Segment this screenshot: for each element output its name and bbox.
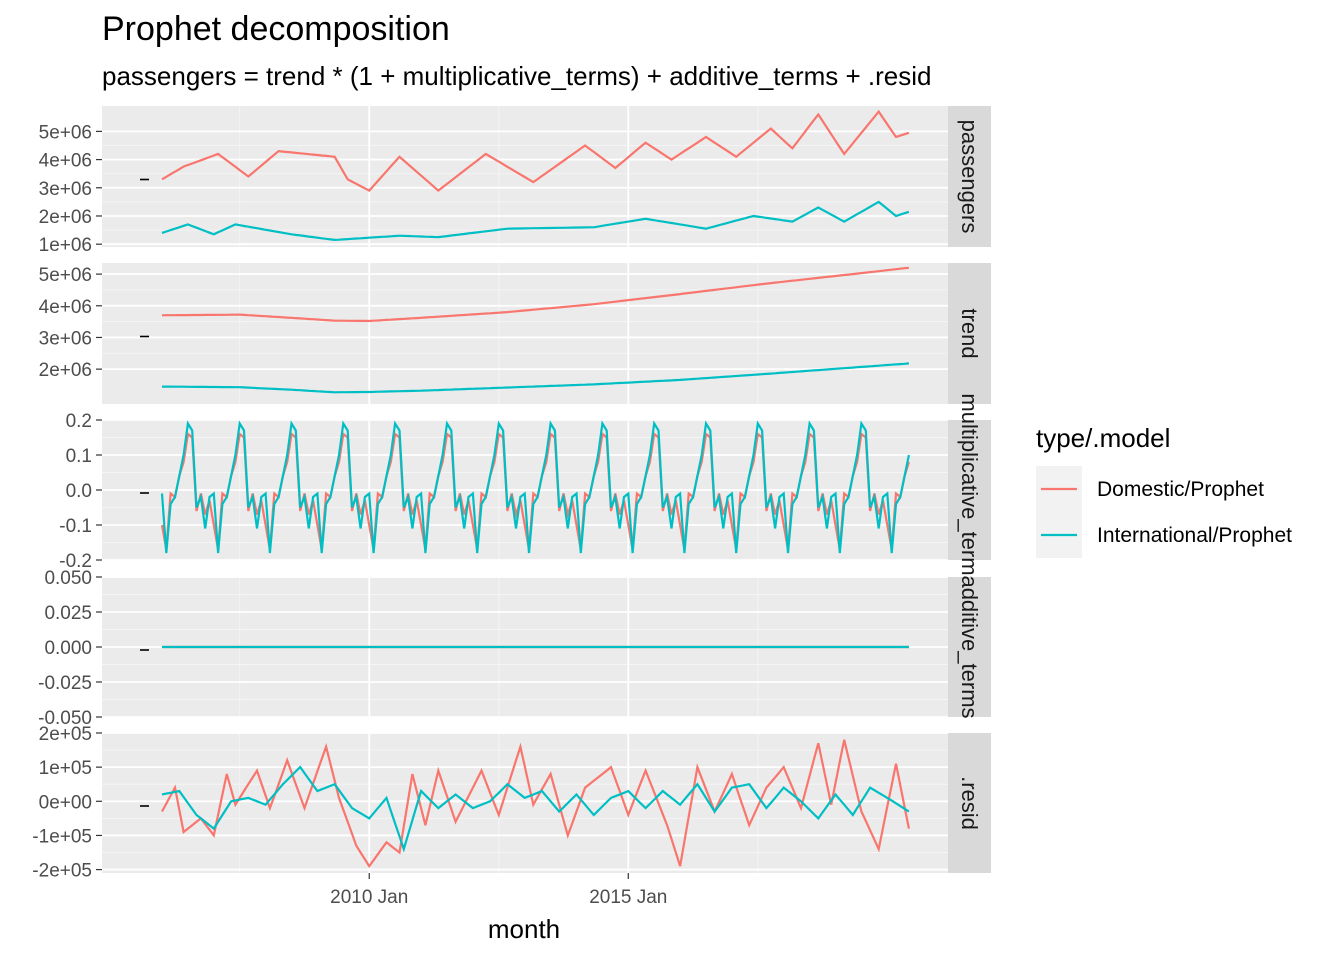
legend: type/.model Domestic/Prophet Internationa… (1036, 423, 1292, 558)
strip-background (948, 733, 991, 873)
y-tick-label: -1e+05 (32, 826, 92, 847)
y-tick-label: -0.050 (38, 708, 92, 729)
y-tick-label: 4e+06 (39, 151, 92, 172)
series-line-international (161, 200, 910, 242)
y-tick-label: 0.0 (66, 481, 92, 502)
y-tick-label: 0.050 (44, 568, 92, 589)
panel-background (102, 733, 948, 873)
legend-label: International/Prophet (1097, 524, 1292, 547)
strip-label: passengers (957, 120, 982, 234)
y-tick-label: -2e+05 (32, 861, 92, 882)
panel-background (102, 263, 948, 404)
x-tick-label: 2010 Jan (330, 887, 408, 908)
y-tick-label: 3e+06 (39, 179, 92, 200)
chart-subtitle: passengers = trend * (1 + multiplicative… (102, 61, 932, 91)
strip-background (948, 263, 991, 404)
y-tick-label: 0.1 (66, 446, 92, 467)
facet-panels: 1e+06 2e+06 3e+06 4e+06 5e+06 passengers 2e+06… (32, 106, 991, 882)
legend-label: Domestic/Prophet (1097, 478, 1264, 501)
y-tick-label: -0.1 (59, 516, 92, 537)
x-axis: 2010 Jan 2015 Jan (330, 873, 667, 908)
series-line-domestic (161, 266, 910, 323)
y-tick-label: 2e+05 (39, 724, 92, 745)
strip-background (948, 577, 991, 717)
y-tick-label: 4e+06 (39, 297, 92, 318)
legend-title: type/.model (1036, 423, 1170, 453)
y-tick-label: 1e+06 (39, 235, 92, 256)
y-tick-label: -0.025 (38, 673, 92, 694)
chart-title: Prophet decomposition (102, 10, 450, 48)
series-line-domestic (161, 109, 910, 193)
y-tick-label: 5e+06 (39, 122, 92, 143)
panel-additive_terms: -0.050 -0.025 0.000 0.025 0.050 additive_term… (38, 568, 991, 729)
y-tick-label: 0.025 (44, 603, 92, 624)
y-tick-label: 0.2 (66, 411, 92, 432)
strip-label: additive_terms (957, 575, 982, 718)
series-line-domestic (161, 739, 910, 869)
y-tick-label: 2e+06 (39, 207, 92, 228)
panel-trend: 2e+06 3e+06 4e+06 5e+06 trend (39, 263, 991, 404)
x-tick-label: 2015 Jan (589, 887, 667, 908)
y-tick-label: 2e+06 (39, 360, 92, 381)
y-tick-label: 0.000 (44, 638, 92, 659)
y-tick-label: 3e+06 (39, 328, 92, 349)
panel-passengers: 1e+06 2e+06 3e+06 4e+06 5e+06 passengers (39, 106, 991, 256)
strip-label: multiplicative_terms (957, 393, 982, 586)
series-line-international (162, 362, 910, 394)
y-tick-label: 1e+05 (39, 758, 92, 779)
series-line-international (160, 420, 910, 554)
strip-background (948, 420, 991, 560)
strip-background (948, 106, 991, 247)
panel-resid: -2e+05 -1e+05 0e+00 1e+05 2e+05 .resid (32, 724, 991, 882)
strip-label: trend (957, 308, 982, 358)
series-line-domestic (160, 431, 910, 550)
y-tick-label: -0.2 (59, 551, 92, 572)
series-line-international (161, 765, 910, 853)
y-tick-label: 0e+00 (39, 792, 92, 813)
x-axis-title: month (488, 914, 560, 944)
strip-label: .resid (957, 776, 982, 830)
panel-multiplicative_terms: -0.2 -0.1 0.0 0.1 0.2 multiplicative_terms (59, 393, 991, 587)
y-tick-label: 5e+06 (39, 265, 92, 286)
